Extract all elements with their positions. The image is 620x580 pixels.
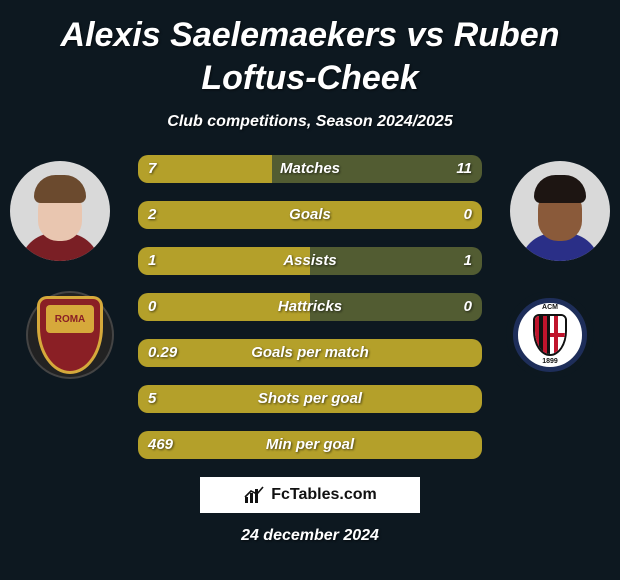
club-right-badge: ACM 1899 [506,291,594,379]
comparison-panel: ROMA ACM 1899 Matches711Goals20Assists11… [0,155,620,459]
stat-row: Hattricks0 0 [138,293,482,321]
club-left-badge: ROMA [26,291,114,379]
milan-crest-icon: ACM 1899 [513,298,587,372]
stat-label: Assists [138,247,482,275]
stat-row: Goals2 0 [138,201,482,229]
stat-label: Shots per goal [138,385,482,413]
stat-row: Goals per match0.29 [138,339,482,367]
stat-row: Assists1 1 [138,247,482,275]
milan-crest-year: 1899 [542,358,558,365]
stat-value-left: 2 [148,201,156,229]
stat-label: Hattricks [138,293,482,321]
stat-label: Min per goal [138,431,482,459]
fctables-logo-icon [243,485,265,505]
footer-site-name: FcTables.com [271,486,377,504]
roma-crest-label: ROMA [46,305,94,333]
milan-crest-top-label: ACM [542,304,558,311]
stat-value-left: 5 [148,385,156,413]
stat-value-left: 1 [148,247,156,275]
page-title: Alexis Saelemaekers vs Ruben Loftus-Chee… [0,0,620,99]
player-left-avatar [10,161,110,261]
stat-value-right: 11 [456,155,472,183]
stat-value-left: 7 [148,155,156,183]
player-right-avatar [510,161,610,261]
stat-value-left: 0 [148,293,156,321]
roma-crest-icon: ROMA [37,296,103,374]
stat-label: Goals per match [138,339,482,367]
stat-row: Min per goal469 [138,431,482,459]
stat-label: Goals [138,201,482,229]
stat-row: Matches7 11 [138,155,482,183]
stat-value-right: 0 [464,201,472,229]
footer-date: 24 december 2024 [0,527,620,545]
stat-label: Matches [138,155,482,183]
stat-row: Shots per goal5 [138,385,482,413]
player-right-hair [534,175,586,203]
stat-value-left: 0.29 [148,339,177,367]
footer-attribution: FcTables.com [200,477,420,513]
player-left-hair [34,175,86,203]
stat-value-right: 1 [464,247,472,275]
stat-value-left: 469 [148,431,173,459]
subtitle: Club competitions, Season 2024/2025 [0,113,620,131]
stat-bars: Matches711Goals20Assists11Hattricks00Goa… [138,155,482,459]
stat-value-right: 0 [464,293,472,321]
